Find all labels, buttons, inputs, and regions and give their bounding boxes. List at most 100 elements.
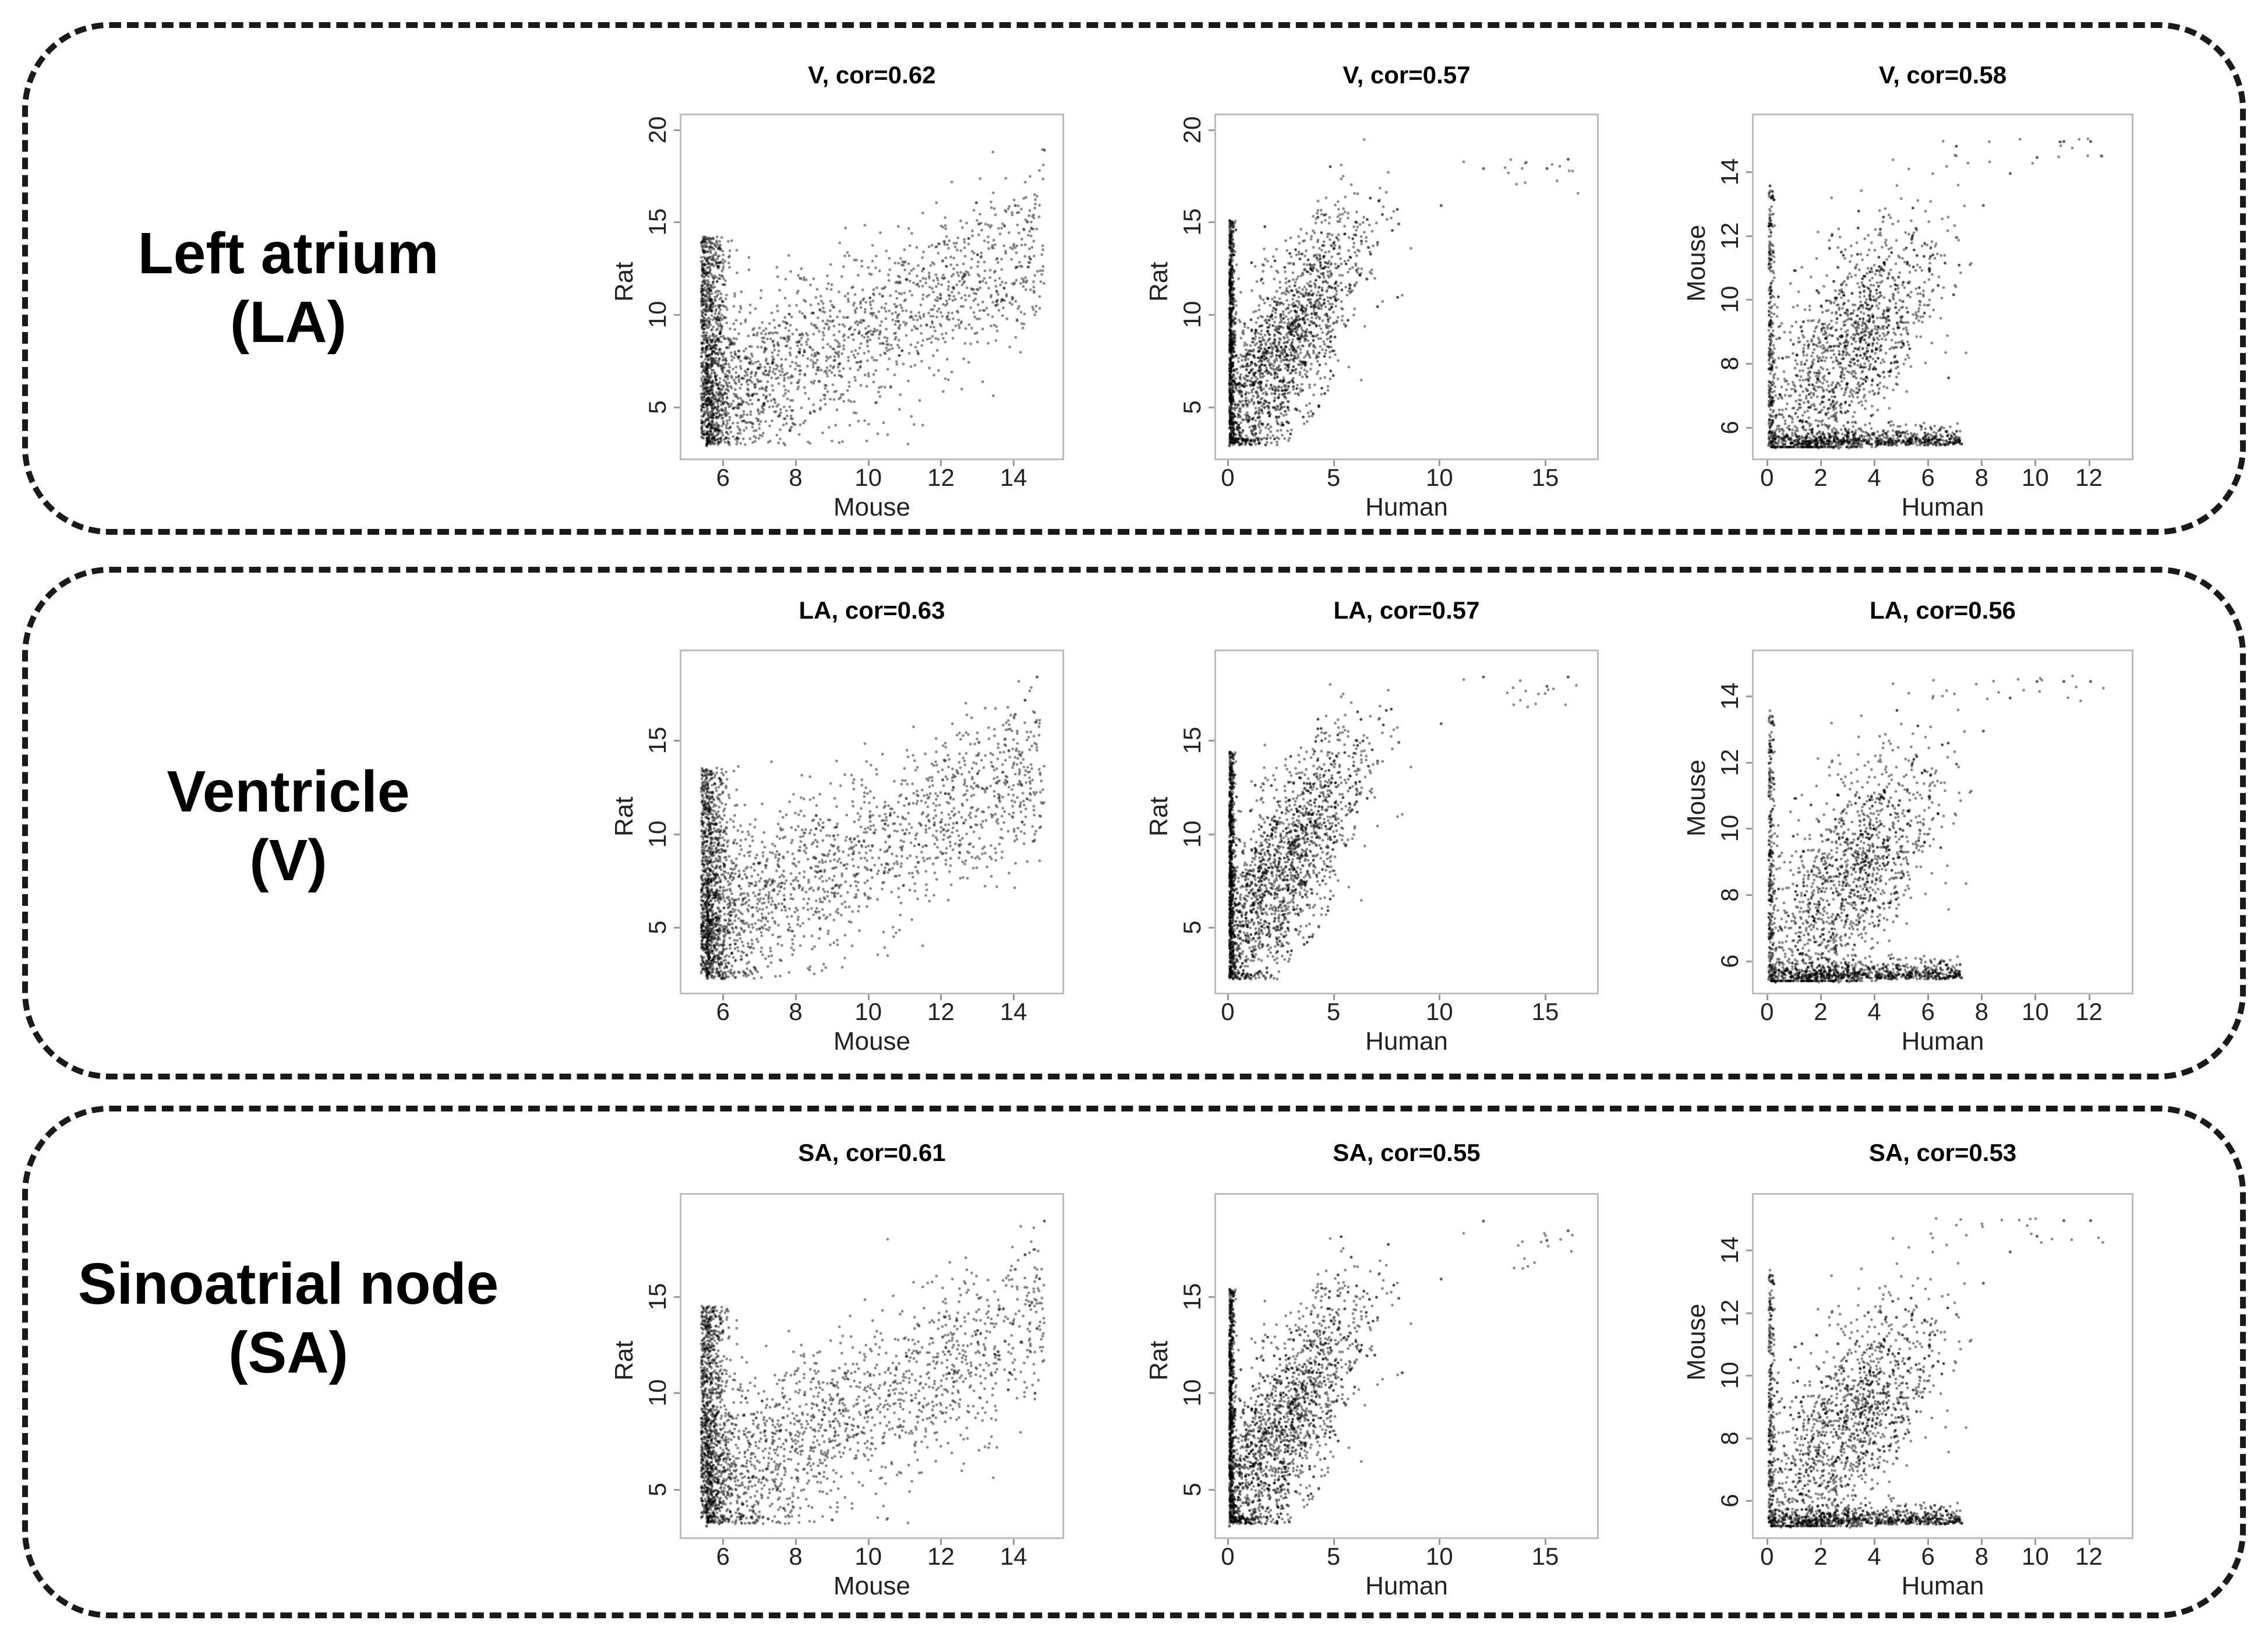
scatter-point [934, 329, 937, 333]
scatter-point [709, 356, 713, 359]
scatter-point [888, 268, 892, 271]
scatter-point [1295, 387, 1298, 390]
scatter-point [784, 277, 787, 281]
scatter-point [1313, 285, 1317, 289]
scatter-point [722, 384, 725, 387]
scatter-point [922, 267, 925, 271]
scatter-point [762, 371, 765, 375]
x-tick-label: 10 [854, 464, 882, 492]
scatter-point [1228, 298, 1232, 301]
scatter-point [997, 227, 1000, 230]
scatter-point [828, 320, 832, 323]
scatter-point [719, 364, 723, 367]
scatter-point [753, 429, 755, 433]
scatter-point [997, 293, 1000, 296]
scatter-point [1283, 321, 1286, 324]
scatter-point [1032, 239, 1036, 243]
scatter-point [812, 312, 815, 315]
scatter-point [1022, 285, 1025, 288]
row-label-line1: Left atrium [26, 219, 550, 288]
scatter-point [709, 424, 713, 428]
scatter-point [832, 324, 836, 328]
scatter-point [1237, 357, 1240, 360]
scatter-point [769, 337, 772, 341]
scatter-point [705, 334, 708, 337]
scatter-point [842, 400, 846, 403]
scatter-point [701, 246, 705, 249]
scatter-point [767, 373, 771, 377]
scatter-point [1001, 298, 1004, 301]
scatter-point [999, 300, 1003, 304]
scatter-point [705, 259, 708, 263]
scatter-point [721, 274, 724, 278]
scatter-point [902, 362, 905, 366]
scatter-point [705, 367, 708, 370]
scatter-point [1287, 317, 1290, 321]
scatter-point [772, 319, 776, 322]
scatter-point [734, 382, 738, 386]
scatter-point [701, 290, 705, 293]
scatter-point [1291, 271, 1295, 274]
scatter-point [944, 256, 948, 260]
scatter-point [1239, 337, 1243, 340]
scatter-point [704, 303, 707, 306]
scatter-point [702, 342, 706, 345]
scatter-point [720, 352, 723, 356]
scatter-point [715, 280, 719, 283]
scatter-point [708, 376, 712, 379]
scatter-point [1011, 297, 1015, 300]
scatter-point [1030, 220, 1033, 224]
scatter-point [969, 266, 973, 269]
scatter-point [795, 304, 798, 307]
scatter-point [757, 418, 760, 421]
scatter-point [1352, 242, 1356, 245]
scatter-point [739, 322, 743, 325]
scatter-point [708, 401, 712, 404]
scatter-point [702, 433, 706, 436]
scatter-point [717, 261, 720, 264]
scatter-point [1321, 294, 1324, 297]
scatter-point [1353, 192, 1356, 195]
scatter-point [707, 422, 711, 426]
scatter-point [748, 437, 752, 440]
scatter-point [704, 294, 707, 297]
scatter-point [715, 338, 719, 341]
scatter-point [730, 358, 733, 362]
scatter-point [1263, 347, 1266, 350]
scatter-point [898, 408, 901, 411]
scatter-point [895, 297, 899, 300]
scatter-point [1339, 257, 1342, 260]
scatter-point [965, 221, 968, 225]
scatter-point [709, 413, 712, 417]
scatter-point [964, 274, 967, 277]
scatter-point [709, 242, 712, 245]
scatter-point [725, 345, 728, 349]
scatter-point [750, 394, 754, 397]
scatter-point [716, 362, 719, 365]
scatter-point [1249, 439, 1252, 443]
scatter-point [702, 361, 705, 364]
scatter-point [717, 362, 720, 365]
scatter-point [701, 420, 704, 424]
scatter-point [715, 253, 718, 256]
scatter-point [1012, 245, 1015, 248]
scatter-point [706, 439, 709, 442]
row-label-line2: (V) [26, 826, 550, 895]
scatter-point [711, 292, 713, 295]
scatter-point [724, 357, 727, 360]
scatter-point [878, 331, 882, 334]
scatter-point [885, 343, 888, 346]
scatter-point [1353, 307, 1356, 310]
scatter-point [988, 269, 992, 272]
scatter-point [949, 255, 952, 259]
scatter-point [721, 355, 725, 358]
scatter-point [782, 336, 786, 340]
scatter-point [701, 270, 704, 273]
scatter-point [1370, 230, 1374, 233]
scatter-point [1290, 316, 1293, 320]
scatter-point [863, 419, 866, 422]
scatter-point [900, 306, 903, 309]
scatter-point [822, 306, 825, 309]
scatter-point [1231, 265, 1234, 268]
scatter-point [713, 312, 717, 315]
